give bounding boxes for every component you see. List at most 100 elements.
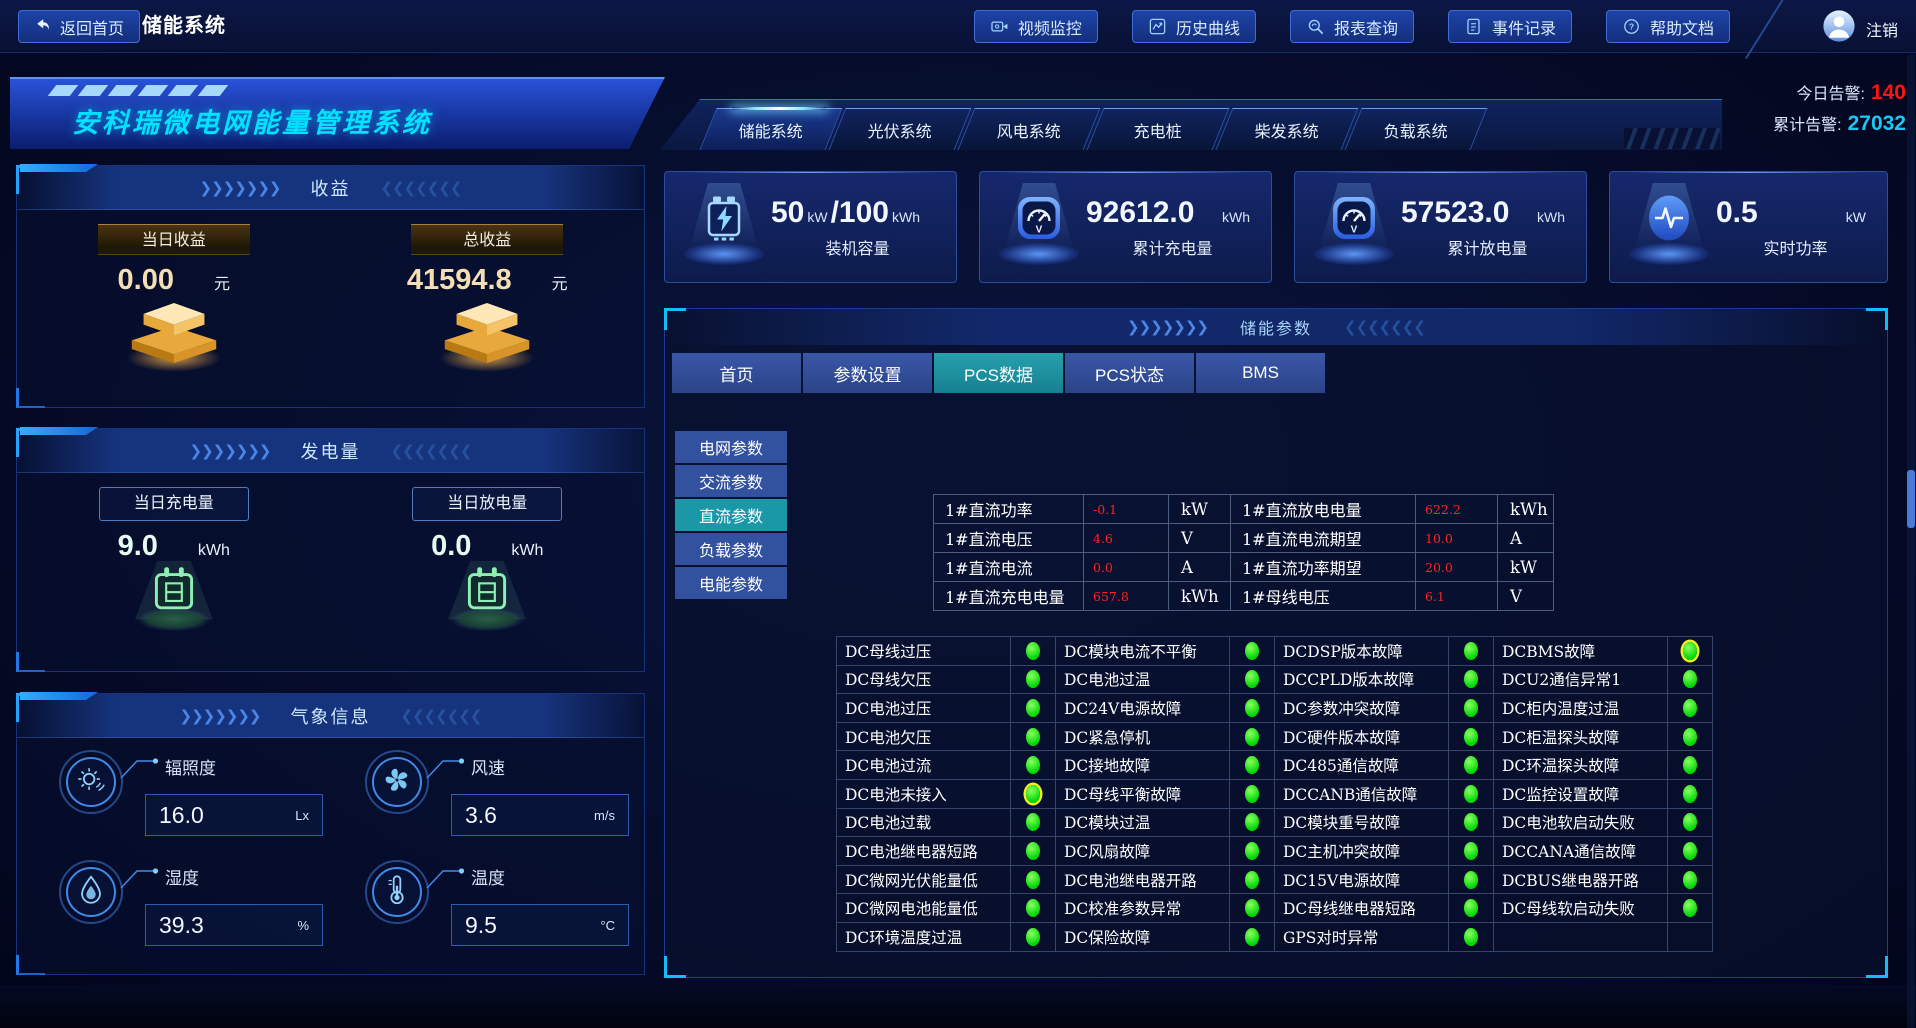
alarm-dot-cell — [1449, 637, 1494, 666]
alarm-label-cell: DC电池未接入 — [837, 779, 1011, 809]
alarm-dot-cell — [1668, 751, 1713, 780]
charge-meter-icon: V — [1012, 191, 1066, 250]
alarm-label-cell: DC参数冲突故障 — [1275, 694, 1449, 723]
system-tab-label: 负载系统 — [1383, 123, 1448, 141]
system-tab[interactable]: 储能系统 — [699, 108, 843, 150]
system-tab[interactable]: 负载系统 — [1344, 108, 1488, 150]
dc-param-unit: A — [1169, 553, 1231, 582]
status-dot — [1026, 870, 1040, 889]
params-tab[interactable]: 参数设置 — [803, 353, 932, 393]
nav-button-label: 事件记录 — [1491, 20, 1556, 38]
avatar[interactable] — [1822, 9, 1856, 48]
params-tab[interactable]: PCS状态 — [1065, 353, 1194, 393]
scrollbar-thumb[interactable] — [1907, 470, 1915, 528]
alarm-dot-cell — [1449, 751, 1494, 780]
alarm-label-cell: DC硬件版本故障 — [1275, 722, 1449, 752]
back-home-button[interactable]: 返回首页 — [18, 10, 141, 43]
weather-value: 3.6 — [465, 801, 497, 828]
status-dot — [1683, 670, 1697, 689]
alarm-label-cell: DC电池继电器开路 — [1056, 865, 1230, 895]
history-curve-icon — [1148, 17, 1167, 36]
params-tab[interactable]: BMS — [1196, 353, 1325, 393]
status-dot — [1683, 899, 1697, 918]
nav-button[interactable]: 视频监控 — [973, 10, 1098, 43]
alarm-dot-cell — [1011, 751, 1056, 780]
chevrons-left-decoration: ❮❮❮❮❮❮❮ — [390, 442, 473, 460]
metric-label: 总收益 — [411, 224, 564, 255]
alarm-dot-cell — [1230, 751, 1275, 780]
alarm-dot-cell — [1449, 694, 1494, 723]
icon-platform-decoration — [999, 243, 1079, 265]
system-tab[interactable]: 柴发系统 — [1215, 108, 1359, 150]
dc-param-value: 6.1 — [1416, 582, 1498, 611]
revenue-panel: ❯❯❯❯❯❯❯ 收益 ❮❮❮❮❮❮❮ 当日收益 0.00 元 总收益 41594.8 元 — [16, 165, 645, 408]
alarm-dot-cell — [1230, 779, 1275, 809]
icon-platform-decoration — [1629, 243, 1709, 265]
alarm-label-cell: DCCANA通信故障 — [1494, 837, 1668, 866]
nav-button-label: 帮助文档 — [1649, 20, 1714, 38]
alarm-dot-cell — [1449, 808, 1494, 838]
dc-param-unit: kWh — [1498, 495, 1554, 524]
metric-unit: 元 — [551, 276, 568, 293]
system-tab[interactable]: 光伏系统 — [828, 108, 972, 150]
alarm-label-cell: DC模块过温 — [1056, 808, 1230, 838]
weather-value-box: 16.0 Lx — [145, 794, 323, 836]
params-side-menu-item[interactable]: 电能参数 — [675, 567, 787, 599]
alarm-dot-cell — [1449, 779, 1494, 809]
storage-params-panel: ❯❯❯❯❯❯❯ 储能参数 ❮❮❮❮❮❮❮ 首页 参数设置 PCS数据 PCS状态 BMS… — [664, 308, 1888, 978]
params-tab[interactable]: 首页 — [672, 353, 801, 393]
system-tabs: 储能系统 光伏系统 风电系统 充电桩 柴发系统 负载系统 — [699, 108, 1488, 150]
alarm-label-cell: DC风扇故障 — [1056, 837, 1230, 866]
alarm-total-row: 累计告警: 27032 — [1724, 111, 1906, 142]
alarm-dot-cell — [1230, 894, 1275, 923]
storage-params-title: 储能参数 — [1239, 321, 1312, 338]
alarm-dot-cell — [1668, 694, 1713, 723]
stat-card-icon-wrap — [1626, 179, 1712, 275]
icon-platform-decoration — [1314, 243, 1394, 265]
alarm-label-cell: DC紧急停机 — [1056, 722, 1230, 752]
stat-card-value: 50 — [771, 195, 805, 229]
params-tab[interactable]: PCS数据 — [934, 353, 1063, 393]
scrollbar[interactable] — [1907, 55, 1915, 1028]
weather-label: 温度 — [471, 869, 505, 888]
dc-param-value: 0.0 — [1084, 553, 1169, 582]
params-side-menu-item[interactable]: 电网参数 — [675, 431, 787, 463]
params-side-menu-item[interactable]: 直流参数 — [675, 499, 787, 531]
params-side-menu-item[interactable]: 负载参数 — [675, 533, 787, 565]
status-dot — [1245, 841, 1259, 860]
params-side-menu-item[interactable]: 交流参数 — [675, 465, 787, 497]
svg-text:?: ? — [1629, 22, 1634, 32]
system-banner: 安科瑞微电网能量管理系统 — [10, 77, 665, 149]
status-dot — [1245, 927, 1259, 946]
nav-button[interactable]: 报表查询 — [1289, 10, 1414, 43]
weather-icon-inner — [66, 757, 116, 807]
alarm-dot-cell — [1230, 922, 1275, 952]
alarm-dot-cell — [1230, 722, 1275, 752]
status-dot — [1026, 927, 1040, 946]
status-dot — [1245, 899, 1259, 918]
status-dot — [1026, 641, 1040, 660]
alarm-dot-cell — [1668, 922, 1713, 952]
status-dot — [1026, 813, 1040, 832]
chevrons-right-decoration: ❯❯❯❯❯❯❯ — [1127, 319, 1209, 336]
logout-button[interactable]: 注销 — [1865, 22, 1898, 40]
stat-card-text: 0.5 kW 实时功率 — [1712, 196, 1875, 259]
dc-param-name: 1#直流电流期望 — [1231, 524, 1416, 553]
stat-card-text: 57523.0 kWh 累计放电量 — [1397, 196, 1574, 259]
stat-card-value: 0.5 — [1716, 195, 1758, 229]
system-tab[interactable]: 充电桩 — [1086, 108, 1230, 150]
stat-card: V 92612.0 kWh 累计充电量 — [979, 171, 1272, 283]
alarm-dot-cell — [1230, 637, 1275, 666]
nav-button[interactable]: ? 帮助文档 — [1605, 10, 1730, 43]
metric-value: 0.00 — [117, 264, 174, 296]
alarm-label-cell: DC柜温探头故障 — [1494, 722, 1668, 752]
nav-button[interactable]: 事件记录 — [1447, 10, 1572, 43]
nav-button[interactable]: 历史曲线 — [1131, 10, 1256, 43]
alarm-dot-cell — [1011, 694, 1056, 723]
system-tab[interactable]: 风电系统 — [957, 108, 1101, 150]
weather-icon-ring — [59, 860, 123, 924]
chevrons-left-decoration: ❮❮❮❮❮❮❮ — [380, 179, 463, 197]
stat-card-value: 57523.0 — [1401, 195, 1510, 229]
event-log-icon — [1464, 17, 1483, 36]
alarm-label-cell: DC母线过压 — [837, 637, 1011, 666]
